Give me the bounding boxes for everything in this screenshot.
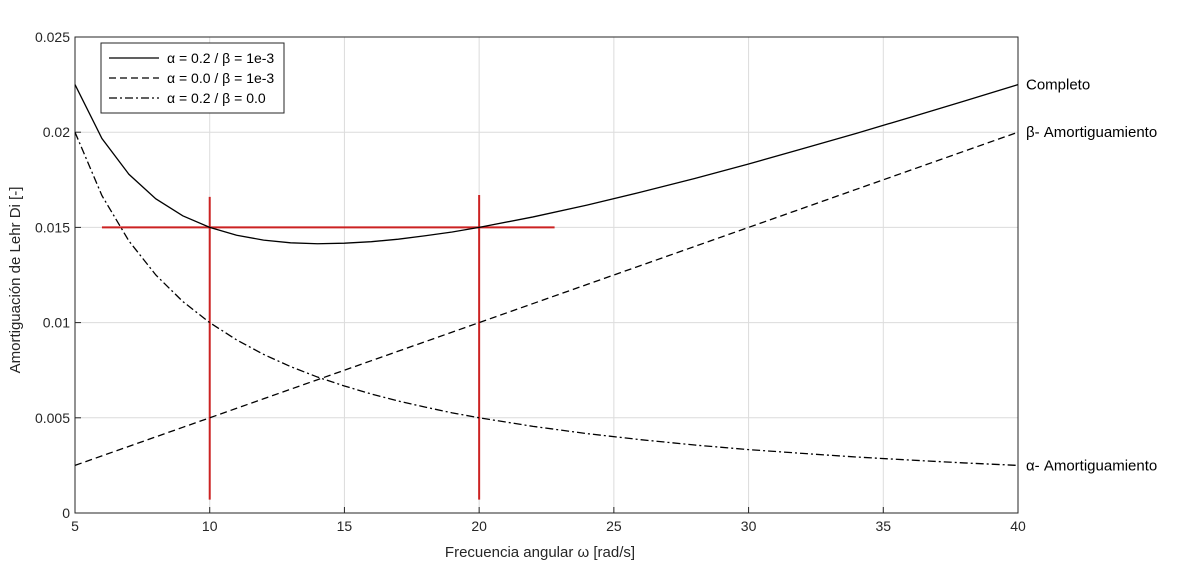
y-tick-label: 0.01 [43, 315, 70, 331]
legend: α = 0.2 / β = 1e-3 α = 0.0 / β = 1e-3 α = … [100, 42, 285, 114]
series-annotation: Completo [1026, 77, 1090, 94]
x-tick-label: 40 [1010, 518, 1026, 534]
plot-frame [74, 36, 1019, 514]
y-tick-label: 0 [62, 505, 70, 521]
x-axis: 5 10 15 20 25 30 35 40 [71, 507, 1026, 534]
series-line-2 [74, 131, 1019, 467]
series-layer [74, 83, 1019, 467]
x-tick-label: 5 [71, 518, 79, 534]
legend-box [100, 42, 285, 114]
y-axis-title: Amortiguación de Lehr Di [-] [7, 187, 24, 374]
series-annotation: β- Amortiguamiento [1026, 124, 1157, 141]
series-annotation: α- Amortiguamiento [1026, 457, 1157, 474]
y-tick-label: 0.015 [35, 219, 70, 235]
x-tick-label: 20 [471, 518, 487, 534]
x-tick-label: 25 [606, 518, 622, 534]
y-tick-label: 0.005 [35, 410, 70, 426]
y-axis: 0 0.005 0.01 0.015 0.02 0.025 [35, 29, 81, 521]
y-tick-label: 0.02 [43, 124, 70, 140]
legend-label: α = 0.2 / β = 1e-3 [167, 50, 274, 66]
y-tick-label: 0.025 [35, 29, 70, 45]
x-tick-label: 35 [875, 518, 891, 534]
annotations: Completo β- Amortiguamiento α- Amortiguami… [1026, 77, 1157, 475]
legend-label: α = 0.2 / β = 0.0 [167, 90, 266, 106]
reference-lines [101, 195, 555, 500]
series-line-3 [74, 131, 1019, 467]
x-tick-label: 10 [202, 518, 218, 534]
x-tick-label: 15 [337, 518, 353, 534]
series-line-1 [74, 83, 1019, 245]
x-axis-title: Frecuencia angular ω [rad/s] [445, 544, 635, 561]
x-tick-label: 30 [741, 518, 757, 534]
legend-label: α = 0.0 / β = 1e-3 [167, 70, 274, 86]
